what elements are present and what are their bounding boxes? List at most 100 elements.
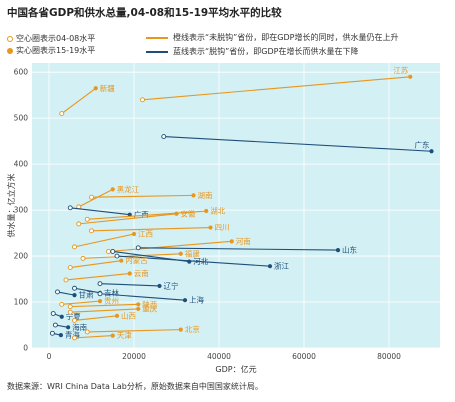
province-label: 四川	[215, 223, 230, 232]
legend-blue-line: 蓝线表示“脱钩”省份，即GDP在增长而供水量在下降	[146, 46, 358, 57]
province-label: 黑龙江	[117, 184, 140, 194]
legend-orange-label: 橙线表示“未脱钩”省份，即在GDP增长的同时，供水量仍在上升	[173, 33, 399, 42]
province-line	[70, 308, 139, 313]
province-label: 福建	[185, 248, 200, 258]
new-point	[408, 74, 413, 79]
y-tick-label: 200	[14, 252, 29, 261]
province-label: 北京	[185, 324, 200, 334]
new-point	[127, 271, 132, 276]
province-line	[74, 287, 101, 294]
province-line	[61, 87, 97, 115]
old-point	[49, 330, 55, 336]
old-point	[72, 244, 77, 250]
new-point	[191, 193, 196, 198]
chart-title: 中国各省GDP和供水总量,04-08和15-19平均水平的比较	[7, 7, 282, 19]
old-point	[67, 309, 73, 315]
old-point	[114, 253, 120, 259]
plot-area	[32, 63, 440, 348]
old-point	[67, 304, 73, 310]
province-label: 吉林	[104, 287, 119, 297]
province-label: 湖南	[198, 190, 213, 200]
new-point	[97, 299, 103, 304]
old-point	[59, 301, 65, 307]
province-label: 云南	[134, 268, 149, 278]
province-line	[74, 315, 118, 321]
new-point	[182, 298, 188, 303]
old-point	[72, 317, 77, 323]
new-point	[229, 239, 234, 244]
old-point	[84, 329, 90, 335]
province-line	[99, 283, 160, 287]
blue-line-icon	[146, 50, 168, 53]
old-point	[67, 205, 73, 211]
old-point	[72, 335, 77, 341]
old-point	[110, 249, 116, 254]
province-line	[70, 207, 130, 216]
y-tick-label: 600	[14, 68, 29, 77]
old-point	[52, 322, 58, 328]
solid-circle-icon	[7, 47, 13, 54]
province-label: 安徽	[181, 208, 196, 218]
province-label: 海南	[72, 322, 87, 332]
source-note: 数据来源：WRI China Data Lab分析，原始数据来自中国国家统计局。	[7, 382, 263, 391]
province-line	[138, 247, 339, 251]
old-point	[55, 289, 60, 295]
province-line	[91, 194, 194, 198]
y-tick-label: 300	[14, 206, 29, 215]
province-label: 宁夏	[66, 311, 81, 321]
province-label: 贵州	[104, 296, 119, 306]
province-line	[78, 188, 114, 208]
province-line	[116, 255, 271, 267]
x-tick-label: 80000	[377, 352, 401, 361]
province-line	[74, 335, 113, 339]
province-line	[57, 291, 75, 296]
province-label: 重庆	[142, 303, 157, 313]
old-point	[161, 134, 167, 139]
new-point	[66, 325, 71, 330]
new-point	[114, 313, 120, 318]
old-point	[50, 311, 56, 316]
province-line	[78, 213, 177, 225]
old-point	[84, 216, 90, 222]
x-axis-title: GDP：亿元	[215, 364, 256, 374]
province-line	[61, 300, 101, 305]
x-tick-label: 40000	[207, 352, 231, 361]
x-tick-label: 20000	[122, 352, 146, 361]
new-point	[429, 149, 434, 154]
y-tick-label: 400	[14, 160, 29, 169]
province-line	[108, 240, 232, 253]
province-line	[82, 253, 181, 259]
legend-blue-label: 蓝线表示“脱钩”省份，即GDP在增长而供水量在下降	[173, 47, 359, 56]
x-tick-label: 0	[47, 352, 52, 361]
new-point	[72, 293, 77, 298]
province-label: 浙江	[274, 261, 289, 271]
y-tick-label: 100	[14, 298, 29, 307]
new-point	[178, 327, 183, 332]
province-line	[87, 329, 181, 333]
new-point	[187, 259, 192, 264]
province-label: 上海	[189, 295, 204, 305]
province-line	[74, 233, 135, 248]
new-point	[93, 86, 98, 91]
province-label: 广东	[415, 139, 430, 149]
old-point	[72, 285, 77, 291]
province-line	[70, 303, 139, 308]
province-label: 青海	[65, 330, 80, 340]
province-line	[65, 272, 130, 281]
new-point	[157, 283, 162, 289]
y-tick-label: 0	[23, 344, 28, 353]
new-point	[136, 302, 141, 307]
new-point	[204, 208, 209, 214]
province-label: 内蒙古	[125, 255, 148, 265]
province-line	[99, 293, 186, 301]
province-label: 甘肃	[79, 290, 94, 300]
province-line	[91, 227, 211, 232]
new-point	[110, 333, 115, 338]
new-point	[119, 258, 124, 263]
legend-hollow-label: 空心圈表示04-08水平	[16, 34, 96, 43]
new-point	[174, 211, 179, 216]
new-point	[58, 333, 64, 338]
province-label: 山西	[121, 310, 136, 320]
y-tick-label: 500	[14, 114, 29, 123]
